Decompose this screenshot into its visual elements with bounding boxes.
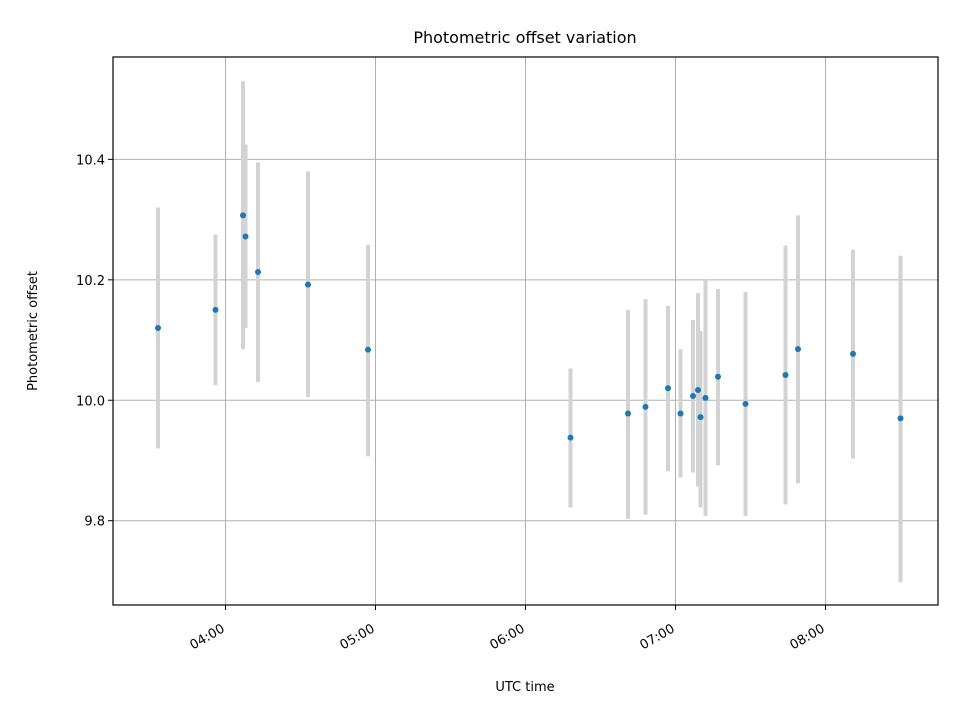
data-point [697, 414, 704, 421]
data-point [742, 400, 749, 407]
y-tick-label: 10.2 [76, 274, 105, 289]
data-point [795, 346, 801, 353]
data-point [642, 403, 649, 410]
data-point [897, 415, 904, 422]
data-point [155, 324, 161, 331]
y-tick-label: 10.4 [76, 153, 105, 168]
data-point [850, 350, 856, 357]
data-point [365, 346, 371, 353]
data-point [677, 410, 684, 417]
data-point [212, 306, 219, 313]
data-point [305, 281, 311, 288]
data-point [702, 394, 709, 401]
data-point [690, 393, 696, 400]
y-tick-label: 10.0 [76, 394, 105, 409]
data-point [665, 385, 671, 392]
y-axis-label: Photometric offset [26, 271, 41, 391]
data-point [695, 387, 701, 394]
data-point [782, 371, 789, 378]
data-points [155, 212, 904, 441]
data-point [255, 268, 261, 275]
data-point [625, 410, 631, 417]
chart-title: Photometric offset variation [413, 28, 636, 47]
data-point [242, 233, 249, 240]
data-point [567, 434, 574, 441]
y-tick-label: 9.8 [84, 515, 105, 530]
x-axis-label: UTC time [495, 680, 554, 695]
data-point [715, 373, 721, 380]
data-point [240, 212, 246, 219]
grid [113, 57, 938, 605]
